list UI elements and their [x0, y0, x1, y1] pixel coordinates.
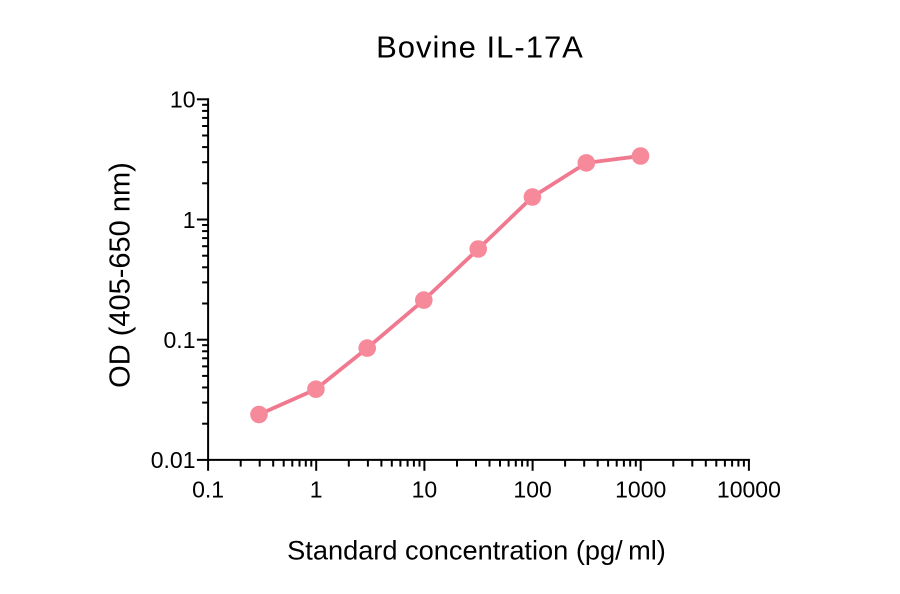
svg-text:0.01: 0.01	[151, 447, 196, 473]
svg-text:Standard concentration (pg/ ml: Standard concentration (pg/ ml)	[287, 535, 666, 566]
svg-text:Bovine IL-17A: Bovine IL-17A	[376, 30, 584, 65]
svg-text:100: 100	[513, 477, 551, 503]
svg-text:10: 10	[412, 477, 438, 503]
svg-text:1: 1	[310, 477, 323, 503]
svg-text:10: 10	[170, 87, 196, 113]
svg-text:0.1: 0.1	[164, 327, 196, 353]
svg-text:1000: 1000	[615, 477, 666, 503]
svg-text:10000: 10000	[717, 477, 781, 503]
svg-text:1: 1	[183, 207, 196, 233]
svg-text:OD (405-650 nm): OD (405-650 nm)	[104, 162, 136, 388]
svg-text:0.1: 0.1	[192, 477, 224, 503]
